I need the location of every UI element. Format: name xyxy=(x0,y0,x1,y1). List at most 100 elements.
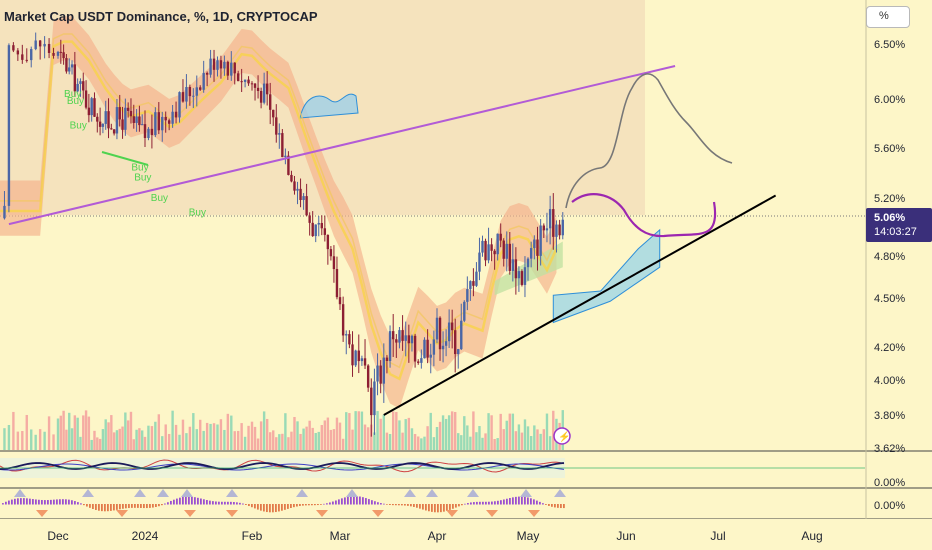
histogram-bar xyxy=(542,503,544,505)
histogram-bar xyxy=(434,504,436,513)
candle-body xyxy=(385,357,389,362)
histogram-bar xyxy=(71,500,73,505)
volume-bar xyxy=(542,429,546,450)
candle-body xyxy=(12,45,15,51)
histogram-bar xyxy=(242,503,244,505)
candle-body xyxy=(529,248,533,259)
volume-bar xyxy=(124,412,127,450)
candle-body xyxy=(317,223,320,225)
volume-bar xyxy=(317,431,320,450)
candle-body xyxy=(209,58,212,75)
candle-body xyxy=(454,330,457,355)
volume-bar xyxy=(104,419,107,450)
candle-body xyxy=(96,116,99,122)
histogram-bar xyxy=(131,504,133,508)
volume-bar xyxy=(502,429,505,450)
time-tick-label: Mar xyxy=(330,529,351,543)
histogram-bar xyxy=(260,504,262,511)
volume-bar xyxy=(329,429,333,450)
histogram-bar xyxy=(341,498,343,505)
volume-bar xyxy=(56,418,60,450)
volume-bar xyxy=(59,415,63,450)
volume-bar xyxy=(429,412,432,450)
candle-body xyxy=(341,304,345,336)
histogram-bar xyxy=(239,502,241,505)
histogram-bar xyxy=(92,504,94,510)
histogram-bar xyxy=(113,504,115,511)
candle-body xyxy=(216,60,219,70)
volume-bar xyxy=(259,421,263,450)
volume-bar xyxy=(420,438,423,450)
candle-body xyxy=(508,243,511,271)
volume-bar xyxy=(360,411,364,450)
histogram-bar xyxy=(26,498,28,505)
histogram-bar xyxy=(554,504,556,508)
histogram-bar xyxy=(248,504,250,507)
volume-bar xyxy=(332,429,336,450)
candle-body xyxy=(250,83,254,85)
volume-bar xyxy=(284,413,287,450)
histogram-bar xyxy=(89,504,91,508)
candle-body xyxy=(269,94,272,110)
volume-bar xyxy=(3,428,6,450)
candle-body xyxy=(552,209,555,237)
histogram-bar xyxy=(371,500,373,505)
histogram-triangle-up xyxy=(467,489,479,497)
histogram-bar xyxy=(164,503,166,505)
candle-body xyxy=(147,128,150,138)
volume-bar xyxy=(230,415,233,450)
percent-scale-button[interactable]: % xyxy=(866,6,910,28)
candle-body xyxy=(484,240,487,261)
candle-body xyxy=(253,83,257,88)
histogram-triangle-down xyxy=(116,510,128,517)
indicator-zero-label: 0.00% xyxy=(874,477,905,489)
histogram-bar xyxy=(53,499,55,505)
histogram-bar xyxy=(392,504,394,506)
histogram-bar xyxy=(77,502,79,505)
histogram-bar xyxy=(353,496,355,505)
histogram-bar xyxy=(281,504,283,511)
candle-body xyxy=(181,92,185,102)
histogram-bar xyxy=(167,502,169,505)
candle-body xyxy=(219,60,223,69)
histogram-bar xyxy=(272,504,274,513)
volume-bar xyxy=(417,436,420,450)
buy-signal-label: Buy xyxy=(131,163,148,174)
candle-body xyxy=(429,354,432,358)
volume-bar xyxy=(209,423,212,450)
volume-bar xyxy=(423,436,426,450)
volume-bar xyxy=(256,438,260,450)
histogram-bar xyxy=(425,504,427,511)
volume-bar xyxy=(460,435,463,450)
histogram-bar xyxy=(32,499,34,505)
volume-bar xyxy=(454,411,457,450)
candle-body xyxy=(124,107,127,130)
volume-bar xyxy=(68,412,71,450)
candle-body xyxy=(435,317,439,340)
candle-body xyxy=(199,87,202,90)
candle-body xyxy=(290,174,293,182)
histogram-bar xyxy=(50,499,52,505)
histogram-triangle-up xyxy=(134,489,146,497)
candle-body xyxy=(101,123,105,127)
histogram-bar xyxy=(119,504,121,510)
candle-body xyxy=(164,116,167,121)
candle-body xyxy=(84,90,88,108)
volume-bar xyxy=(548,436,552,450)
histogram-bar xyxy=(83,504,85,506)
volume-bar xyxy=(161,436,164,450)
candle-body xyxy=(34,40,37,50)
histogram-bar xyxy=(401,504,403,506)
histogram-bar xyxy=(149,504,151,508)
candle-body xyxy=(138,116,141,126)
candle-body xyxy=(121,119,124,130)
candle-body xyxy=(110,128,113,130)
histogram-bar xyxy=(320,504,322,505)
volume-bar xyxy=(250,421,254,450)
chart-title: Market Cap USDT Dominance, %, 1D, CRYPTO… xyxy=(4,9,318,24)
indicator-layer xyxy=(0,458,865,517)
histogram-bar xyxy=(446,504,448,511)
histogram-triangle-up xyxy=(82,489,94,497)
